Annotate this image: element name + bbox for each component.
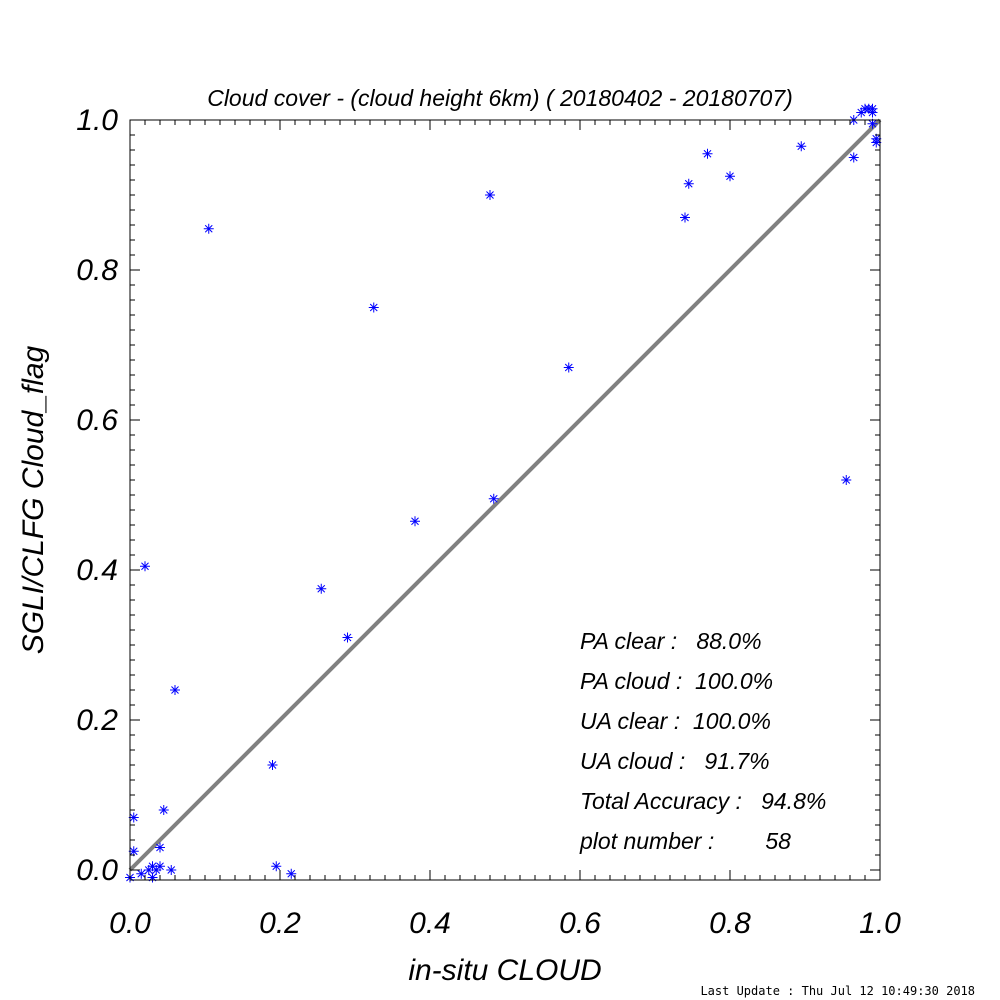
chart-title: Cloud cover - (cloud height 6km) ( 20180… xyxy=(207,85,793,111)
data-point xyxy=(410,516,420,527)
y-tick-label: 0.6 xyxy=(76,404,118,437)
y-tick-label: 1.0 xyxy=(76,104,118,137)
x-tick-label: 0.6 xyxy=(559,907,601,940)
data-point xyxy=(867,107,878,118)
ua-cloud-stat: UA cloud : 91.7% xyxy=(580,748,770,774)
data-point xyxy=(848,152,859,163)
y-tick-labels: 0.0 0.2 0.4 0.6 0.8 1.0 xyxy=(76,104,118,887)
data-point xyxy=(680,212,690,223)
x-tick-labels: 0.0 0.2 0.4 0.6 0.8 1.0 xyxy=(109,907,901,940)
data-point xyxy=(286,868,297,879)
y-tick-label: 0.0 xyxy=(76,854,118,887)
data-point xyxy=(796,141,807,152)
y-tick-label: 0.8 xyxy=(76,254,118,287)
total-accuracy-stat: Total Accuracy : 94.8% xyxy=(580,788,826,814)
data-point xyxy=(563,362,574,373)
data-point xyxy=(485,190,495,200)
data-point xyxy=(170,685,180,695)
x-axis-label: in-situ CLOUD xyxy=(408,954,601,987)
x-tick-label: 0.8 xyxy=(709,907,751,940)
axis-ticks xyxy=(129,119,881,880)
data-point xyxy=(683,178,694,189)
data-point xyxy=(203,223,214,234)
data-point xyxy=(166,865,177,875)
statistics-panel: PA clear : 88.0% PA cloud : 100.0% UA cl… xyxy=(579,628,826,854)
data-point xyxy=(140,561,150,572)
y-tick-label: 0.4 xyxy=(76,554,118,587)
data-point xyxy=(702,148,713,159)
x-tick-label: 0.4 xyxy=(409,907,451,940)
data-point xyxy=(155,842,165,853)
data-point xyxy=(368,302,379,313)
x-tick-label: 0.0 xyxy=(109,907,151,940)
data-point xyxy=(316,583,327,594)
data-point xyxy=(488,493,499,504)
data-point xyxy=(841,475,852,485)
pa-cloud-stat: PA cloud : 100.0% xyxy=(580,668,773,694)
data-point xyxy=(267,760,278,770)
data-point xyxy=(128,812,139,823)
x-tick-label: 1.0 xyxy=(859,907,901,940)
data-point xyxy=(342,632,353,643)
pa-clear-stat: PA clear : 88.0% xyxy=(580,628,762,654)
reference-line-layer xyxy=(128,118,882,872)
data-point xyxy=(155,861,165,872)
data-point xyxy=(725,171,735,182)
y-axis-label: SGLI/CLFG Cloud_flag xyxy=(17,345,50,654)
x-tick-label: 0.2 xyxy=(259,907,301,940)
data-point xyxy=(271,861,282,872)
plot-number-stat: plot number : 58 xyxy=(579,828,791,854)
data-points-layer xyxy=(125,103,882,883)
y-tick-label: 0.2 xyxy=(76,704,118,737)
ua-clear-stat: UA clear : 100.0% xyxy=(580,708,771,734)
data-point xyxy=(136,868,147,879)
one-to-one-line xyxy=(128,118,882,872)
data-point xyxy=(158,805,169,815)
last-update-text: Last Update : Thu Jul 12 10:49:30 2018 xyxy=(700,984,975,998)
